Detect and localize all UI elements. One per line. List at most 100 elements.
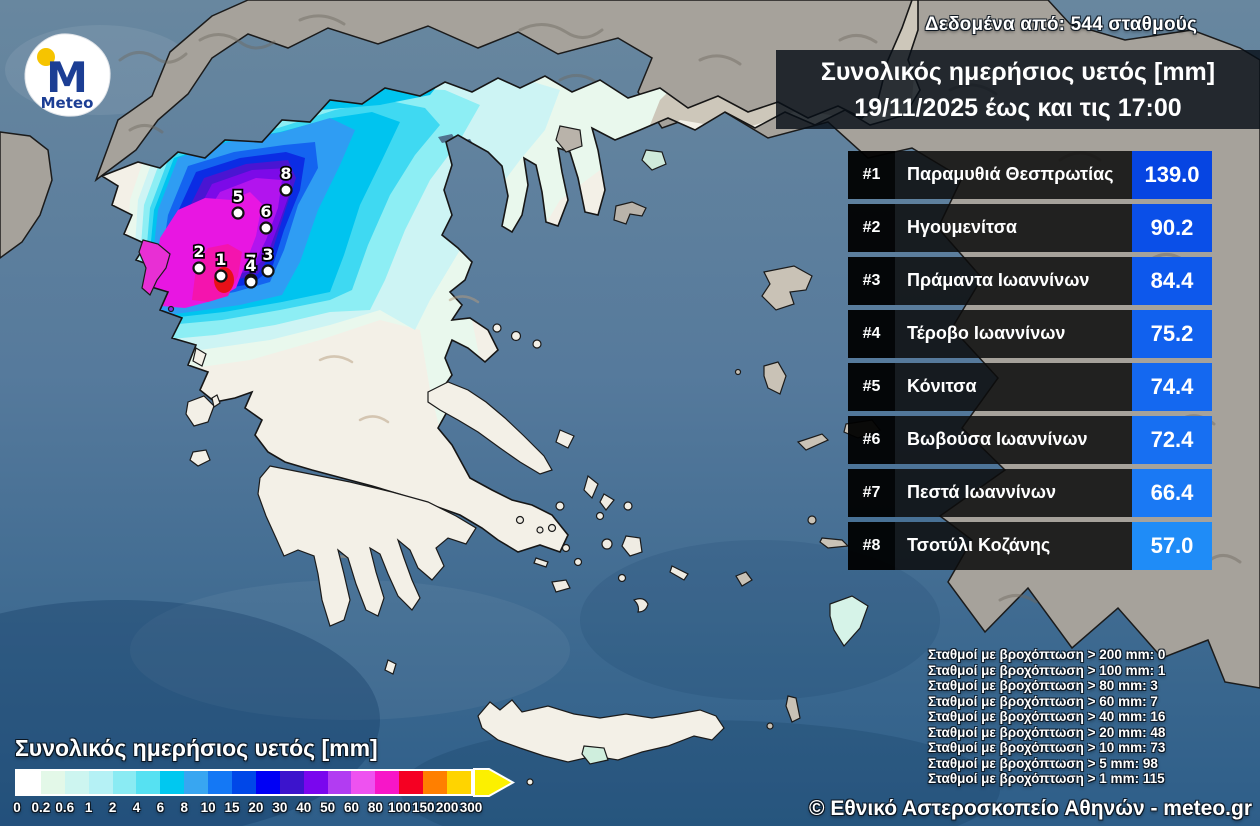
stat-line: Σταθμοί με βροχόπτωση > 200 mm: 0 (928, 647, 1166, 662)
legend-title: Συνολικός ημερήσιος υετός [mm] (15, 735, 378, 761)
top-stations-table: #1 Παραμυθιά Θεσπρωτίας 139.0 #2 Ηγουμεν… (848, 151, 1212, 575)
station-name: Τέροβο Ιωαννίνων (895, 310, 1132, 358)
table-row: #8 Τσοτύλι Κοζάνης 57.0 (848, 522, 1212, 570)
table-row: #7 Πεστά Ιωαννίνων 66.4 (848, 469, 1212, 517)
station-marker-label: 6 (260, 202, 271, 221)
legend-tick-label: 0.2 (31, 800, 51, 815)
station-marker-dot (231, 206, 245, 220)
legend-tick-label: 0 (13, 800, 21, 815)
legend-color-segment (160, 771, 185, 794)
legend-color-segment (64, 771, 89, 794)
station-precip-value: 90.2 (1132, 204, 1212, 252)
logo-sun-dot (37, 48, 55, 66)
station-marker-label: 7 (245, 251, 256, 270)
table-row: #3 Πράμαντα Ιωαννίνων 84.4 (848, 257, 1212, 305)
station-precip-value: 66.4 (1132, 469, 1212, 517)
stat-line: Σταθμοί με βροχόπτωση > 60 mm: 7 (928, 693, 1158, 709)
legend-tick-label: 20 (248, 800, 264, 815)
station-marker-label: 4 (245, 256, 256, 275)
legend-arrow-gt300 (473, 768, 515, 797)
legend-color-segment (327, 771, 352, 794)
legend-tick-label: 2 (108, 800, 117, 815)
legend-tick-labels: 0 0.2 0.6 1 2 4 6 8 10 15 20 30 40 50 60 80 100 150 200 300 (13, 800, 535, 816)
station-precip-value: 57.0 (1132, 522, 1212, 570)
legend-color-segment (232, 771, 256, 794)
station-marker-dot (261, 264, 275, 278)
logo-m: M (46, 53, 88, 102)
station-name: Βωβούσα Ιωαννίνων (895, 416, 1132, 464)
map-title: Συνολικός ημερήσιος υετός [mm] (820, 57, 1216, 86)
station-rank: #2 (848, 204, 895, 252)
legend-color-segment (351, 771, 376, 794)
legend-color-segment (184, 771, 209, 794)
stat-line: Σταθμοί με βροχόπτωση > 20 mm: 48 (928, 724, 1166, 740)
station-marker-dot (244, 275, 258, 289)
legend-tick-label: 4 (132, 800, 141, 815)
station-name: Κόνιτσα (895, 363, 1132, 411)
table-row: #2 Ηγουμενίτσα 90.2 (848, 204, 1212, 252)
legend-color-segment (423, 771, 448, 794)
legend-colorbar-segments (15, 769, 473, 796)
stat-line: Σταθμοί με βροχόπτωση > 10 mm: 73 (928, 740, 1166, 755)
stat-line: Σταθμοί με βροχόπτωση > 1 mm: 115 (928, 771, 1165, 786)
station-rank: #5 (848, 363, 895, 411)
legend-tick-label: 6 (156, 800, 165, 815)
table-row: #6 Βωβούσα Ιωαννίνων 72.4 (848, 416, 1212, 464)
stat-line: Σταθμοί με βροχόπτωση > 100 mm: 1 (928, 662, 1166, 678)
station-name: Πράμαντα Ιωαννίνων (895, 257, 1132, 305)
station-marker-dot (279, 183, 293, 197)
station-rank: #6 (848, 416, 895, 464)
legend-color-segment (255, 771, 280, 794)
station-marker-label: 2 (193, 242, 204, 261)
station-marker-dot (214, 269, 228, 283)
legend-tick-label: 60 (344, 800, 360, 815)
legend-tick-label: 1 (84, 800, 93, 815)
legend: Συνολικός ημερήσιος υετός [mm] 0 0.2 0.6 1 2… (13, 735, 535, 816)
station-name: Ηγουμενίτσα (895, 204, 1132, 252)
station-precip-value: 75.2 (1132, 310, 1212, 358)
legend-tick-label: 100 (388, 800, 411, 815)
station-rank: #1 (848, 151, 895, 199)
legend-color-segment (399, 771, 424, 794)
legend-color-segment (279, 771, 304, 794)
legend-color-segment (112, 771, 137, 794)
station-name: Πεστά Ιωαννίνων (895, 469, 1132, 517)
station-marker-label: 8 (280, 164, 291, 183)
legend-tick-label: 150 (411, 800, 435, 815)
legend-tick-label: 300 (459, 800, 483, 815)
legend-tick-label: 50 (320, 800, 336, 815)
legend-color-segment (375, 771, 400, 794)
station-marker-dot (192, 261, 206, 275)
station-marker-label: 3 (262, 245, 273, 264)
legend-color-segment (303, 771, 328, 794)
station-rank: #4 (848, 310, 895, 358)
station-count-stats: Σταθμοί με βροχόπτωση > 200 mm: 0 Σταθμοί… (928, 647, 1165, 787)
copyright-attribution: © Εθνικό Αστεροσκοπείο Αθηνών - meteo.gr (809, 797, 1252, 820)
data-source-label: Δεδομένα από: 544 σταθμούς (924, 14, 1198, 35)
legend-color-segment (88, 771, 113, 794)
station-rank: #3 (848, 257, 895, 305)
stat-line: Σταθμοί με βροχόπτωση > 40 mm: 16 (928, 709, 1166, 724)
legend-color-segment (136, 771, 161, 794)
legend-colorbar (15, 768, 535, 797)
legend-color-segment (447, 771, 471, 794)
station-marker-label: 5 (232, 187, 243, 206)
station-precip-value: 72.4 (1132, 416, 1212, 464)
title-bar: Συνολικός ημερήσιος υετός [mm] 19/11/202… (776, 50, 1260, 129)
logo-wordmark: Meteo (41, 94, 94, 112)
station-name: Τσοτύλι Κοζάνης (895, 522, 1132, 570)
station-marker-label: 1 (215, 250, 226, 269)
legend-tick-label: 200 (435, 800, 459, 815)
station-rank: #7 (848, 469, 895, 517)
station-markers: 8 56 2 1 374 (192, 162, 293, 289)
legend-tick-label: 30 (272, 800, 288, 815)
meteo-logo: M Meteo (24, 33, 111, 117)
legend-tick-label: 40 (296, 800, 312, 815)
map-subtitle-datetime: 19/11/2025 έως και τις 17:00 (854, 93, 1182, 122)
station-precip-value: 84.4 (1132, 257, 1212, 305)
legend-color-segment (208, 771, 233, 794)
legend-color-segment (17, 771, 41, 794)
legend-tick-label: 8 (180, 800, 189, 815)
stat-line: Σταθμοί με βροχόπτωση > 5 mm: 98 (928, 755, 1158, 771)
